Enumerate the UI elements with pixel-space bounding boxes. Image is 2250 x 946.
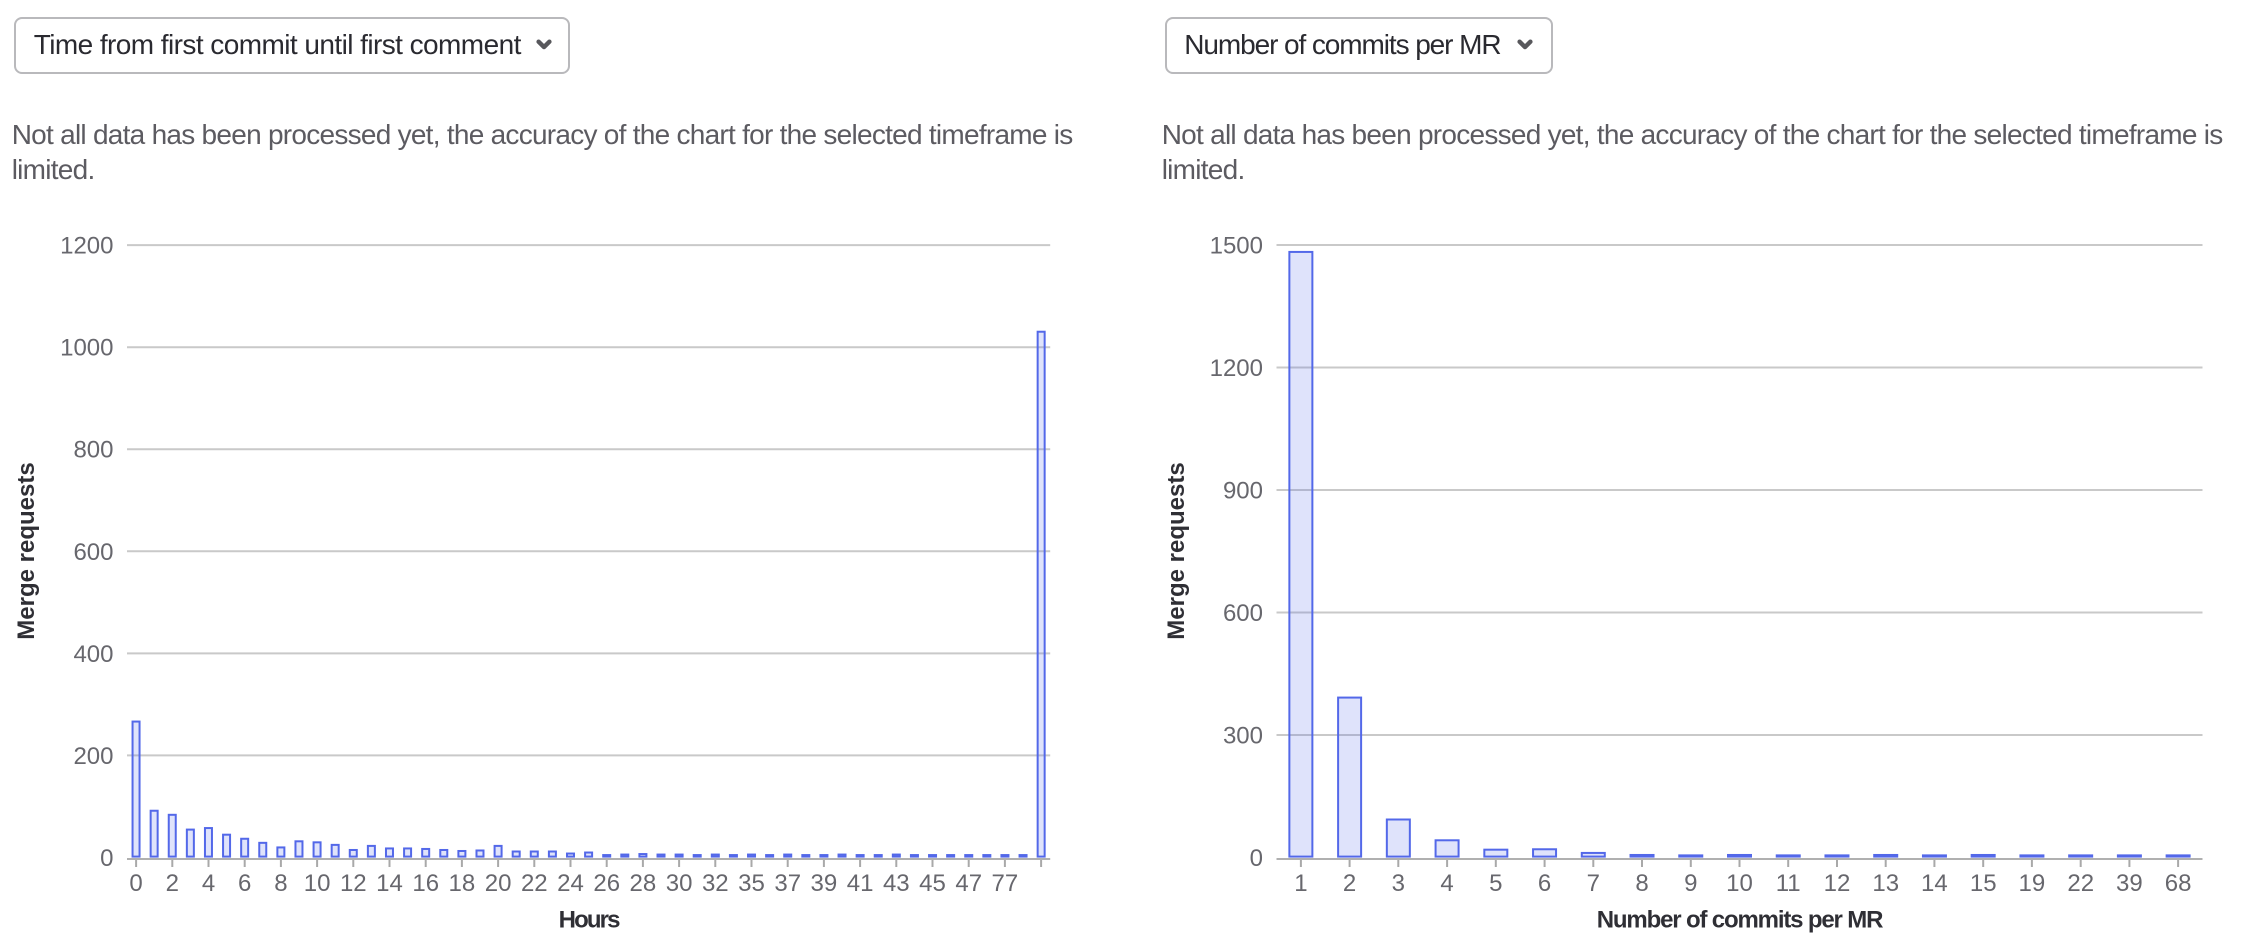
svg-text:10: 10 bbox=[304, 870, 331, 897]
svg-text:32: 32 bbox=[702, 870, 729, 897]
svg-text:Merge requests: Merge requests bbox=[1163, 462, 1190, 639]
svg-text:10: 10 bbox=[1726, 870, 1753, 897]
svg-text:Merge requests: Merge requests bbox=[13, 462, 40, 639]
svg-text:12: 12 bbox=[1824, 870, 1851, 897]
svg-text:77: 77 bbox=[992, 870, 1019, 897]
svg-text:3: 3 bbox=[1392, 870, 1405, 897]
svg-text:2: 2 bbox=[1343, 870, 1356, 897]
svg-text:26: 26 bbox=[593, 870, 620, 897]
svg-text:22: 22 bbox=[2067, 870, 2094, 897]
svg-text:300: 300 bbox=[1223, 723, 1263, 750]
svg-text:68: 68 bbox=[2165, 870, 2192, 897]
svg-text:7: 7 bbox=[1587, 870, 1600, 897]
svg-text:4: 4 bbox=[202, 870, 215, 897]
svg-text:200: 200 bbox=[73, 743, 113, 770]
svg-text:41: 41 bbox=[847, 870, 874, 897]
svg-text:8: 8 bbox=[1635, 870, 1648, 897]
svg-text:1: 1 bbox=[1294, 870, 1307, 897]
svg-text:19: 19 bbox=[2019, 870, 2046, 897]
svg-text:39: 39 bbox=[2116, 870, 2143, 897]
svg-text:39: 39 bbox=[811, 870, 838, 897]
svg-text:12: 12 bbox=[340, 870, 367, 897]
svg-text:13: 13 bbox=[1872, 870, 1899, 897]
svg-text:16: 16 bbox=[412, 870, 439, 897]
svg-text:400: 400 bbox=[73, 641, 113, 668]
svg-text:6: 6 bbox=[1538, 870, 1551, 897]
svg-text:22: 22 bbox=[521, 870, 548, 897]
svg-text:1200: 1200 bbox=[60, 233, 113, 260]
svg-text:37: 37 bbox=[774, 870, 801, 897]
svg-text:1000: 1000 bbox=[60, 335, 113, 362]
svg-text:18: 18 bbox=[449, 870, 476, 897]
svg-text:14: 14 bbox=[376, 870, 403, 897]
svg-text:14: 14 bbox=[1921, 870, 1948, 897]
svg-text:8: 8 bbox=[274, 870, 287, 897]
svg-text:600: 600 bbox=[1223, 600, 1263, 627]
svg-text:47: 47 bbox=[955, 870, 982, 897]
svg-text:0: 0 bbox=[1250, 845, 1263, 872]
svg-text:0: 0 bbox=[129, 870, 142, 897]
svg-text:600: 600 bbox=[73, 539, 113, 566]
svg-text:6: 6 bbox=[238, 870, 251, 897]
svg-text:11: 11 bbox=[1776, 870, 1801, 897]
svg-text:9: 9 bbox=[1684, 870, 1697, 897]
svg-text:900: 900 bbox=[1223, 478, 1263, 505]
svg-text:30: 30 bbox=[666, 870, 693, 897]
svg-text:20: 20 bbox=[485, 870, 512, 897]
svg-text:45: 45 bbox=[919, 870, 946, 897]
svg-text:24: 24 bbox=[557, 870, 584, 897]
svg-text:0: 0 bbox=[100, 845, 113, 872]
svg-text:1200: 1200 bbox=[1210, 355, 1263, 382]
svg-text:800: 800 bbox=[73, 437, 113, 464]
svg-text:1500: 1500 bbox=[1210, 233, 1263, 260]
svg-text:4: 4 bbox=[1440, 870, 1453, 897]
svg-text:2: 2 bbox=[166, 870, 179, 897]
svg-text:5: 5 bbox=[1489, 870, 1502, 897]
svg-text:35: 35 bbox=[738, 870, 765, 897]
svg-text:Hours: Hours bbox=[559, 907, 620, 934]
svg-text:15: 15 bbox=[1970, 870, 1997, 897]
svg-text:43: 43 bbox=[883, 870, 910, 897]
svg-text:Number of commits per MR: Number of commits per MR bbox=[1597, 907, 1883, 934]
svg-text:28: 28 bbox=[630, 870, 657, 897]
